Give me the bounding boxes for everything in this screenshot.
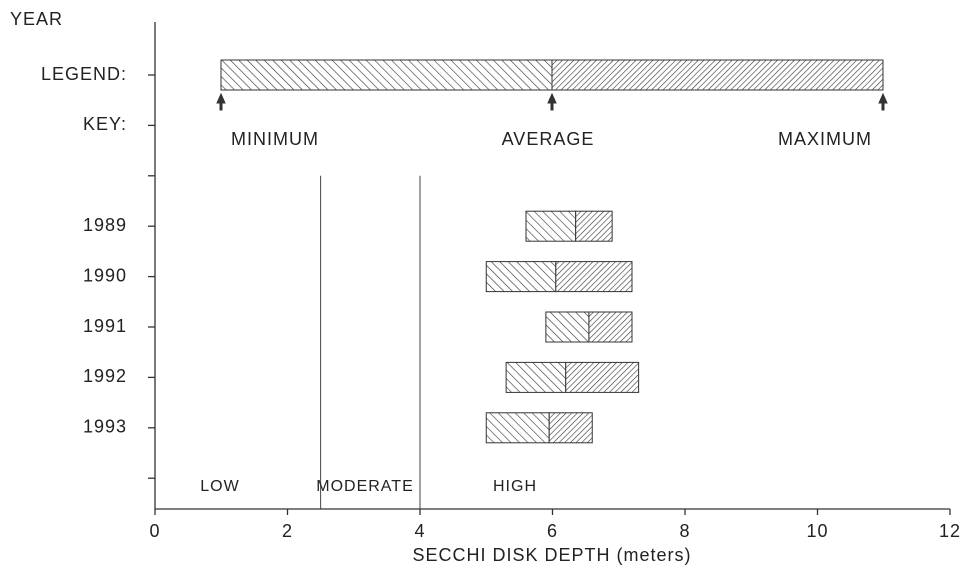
bar-avg-max — [575, 210, 613, 242]
legend-arrow — [878, 92, 888, 111]
bar-avg-max — [548, 412, 593, 444]
bar-avg-max — [555, 261, 633, 293]
y-tick-label: 1989 — [83, 215, 127, 235]
bar-min-avg — [485, 261, 557, 293]
y-tick-label: 1990 — [83, 265, 127, 285]
legend-min-avg — [220, 59, 553, 91]
zone-label: LOW — [200, 478, 239, 495]
bar-min-avg — [525, 210, 577, 242]
y-tick-label: 1992 — [83, 366, 127, 386]
legend-arrow — [216, 92, 226, 111]
x-tick-label: 0 — [149, 521, 160, 541]
bar-avg-max — [588, 311, 633, 343]
legend-label: LEGEND: — [41, 64, 127, 84]
bar-min-avg — [545, 311, 590, 343]
legend-entry: MINIMUM — [231, 129, 319, 149]
legend-entry: AVERAGE — [502, 129, 595, 149]
y-tick-label: 1993 — [83, 417, 127, 437]
zone-label: MODERATE — [316, 478, 413, 495]
x-tick-label: 10 — [806, 521, 828, 541]
x-tick-label: 2 — [282, 521, 293, 541]
y-axis-label: YEAR — [10, 9, 63, 29]
zone-label: HIGH — [493, 478, 537, 495]
x-tick-label: 4 — [414, 521, 425, 541]
x-tick-label: 8 — [679, 521, 690, 541]
x-tick-label: 6 — [547, 521, 558, 541]
bar-min-avg — [505, 361, 567, 393]
legend-avg-max — [551, 59, 884, 91]
legend-entry: MAXIMUM — [778, 129, 872, 149]
bar-min-avg — [485, 412, 550, 444]
x-tick-label: 12 — [939, 521, 961, 541]
legend-arrow — [547, 92, 557, 111]
key-label: KEY: — [83, 114, 127, 134]
x-axis-label: SECCHI DISK DEPTH (meters) — [412, 545, 691, 565]
bar-avg-max — [565, 361, 640, 393]
y-tick-label: 1991 — [83, 316, 127, 336]
